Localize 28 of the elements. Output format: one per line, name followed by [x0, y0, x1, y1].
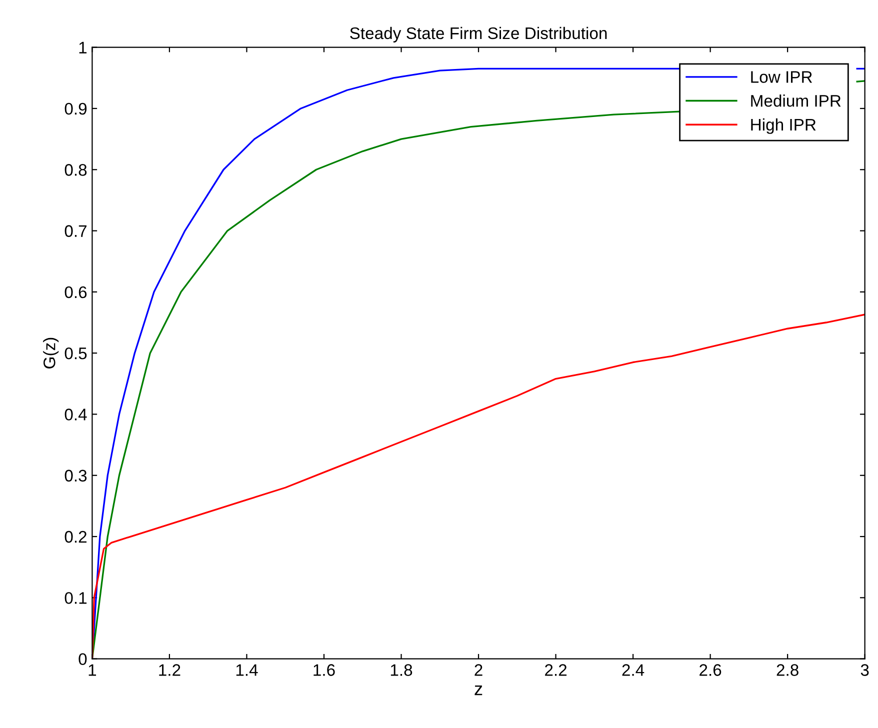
y-axis-title: G(z) — [43, 338, 59, 368]
y-tick-label: 0.4 — [64, 408, 87, 420]
y-tick-label: 0.6 — [64, 286, 87, 298]
y-tick-label: 0.3 — [64, 470, 87, 482]
y-tick-label: 0.7 — [64, 225, 86, 237]
legend-label: Medium IPR — [751, 94, 841, 107]
y-tick-label: 0.2 — [64, 530, 86, 543]
x-axis-title: z — [474, 686, 482, 696]
y-tick-label: 0 — [78, 653, 87, 666]
x-tick-label: 1.8 — [390, 664, 412, 676]
x-tick-label: 1.6 — [314, 664, 335, 676]
y-tick-label: 0.1 — [64, 592, 87, 604]
x-tick-label: 2.2 — [545, 664, 567, 676]
legend-label: High IPR — [751, 118, 816, 134]
y-tick-label: 1 — [79, 42, 87, 54]
x-tick-label: 2 — [474, 664, 482, 676]
x-tick-label: 2.4 — [622, 664, 644, 676]
y-tick-label: 0.8 — [64, 164, 87, 176]
legend-label: Low IPR — [751, 71, 812, 83]
chart-title: Steady State Firm Size Distribution — [350, 26, 607, 42]
x-tick-label: 1 — [88, 664, 96, 676]
y-tick-label: 0.5 — [64, 347, 87, 360]
x-tick-label: 2.8 — [776, 664, 798, 676]
x-tick-label: 1.2 — [159, 664, 180, 676]
y-tick-label: 0.9 — [64, 102, 87, 115]
x-tick-label: 3 — [860, 664, 869, 676]
x-tick-label: 1.4 — [236, 664, 258, 676]
x-tick-label: 2.6 — [700, 664, 722, 676]
